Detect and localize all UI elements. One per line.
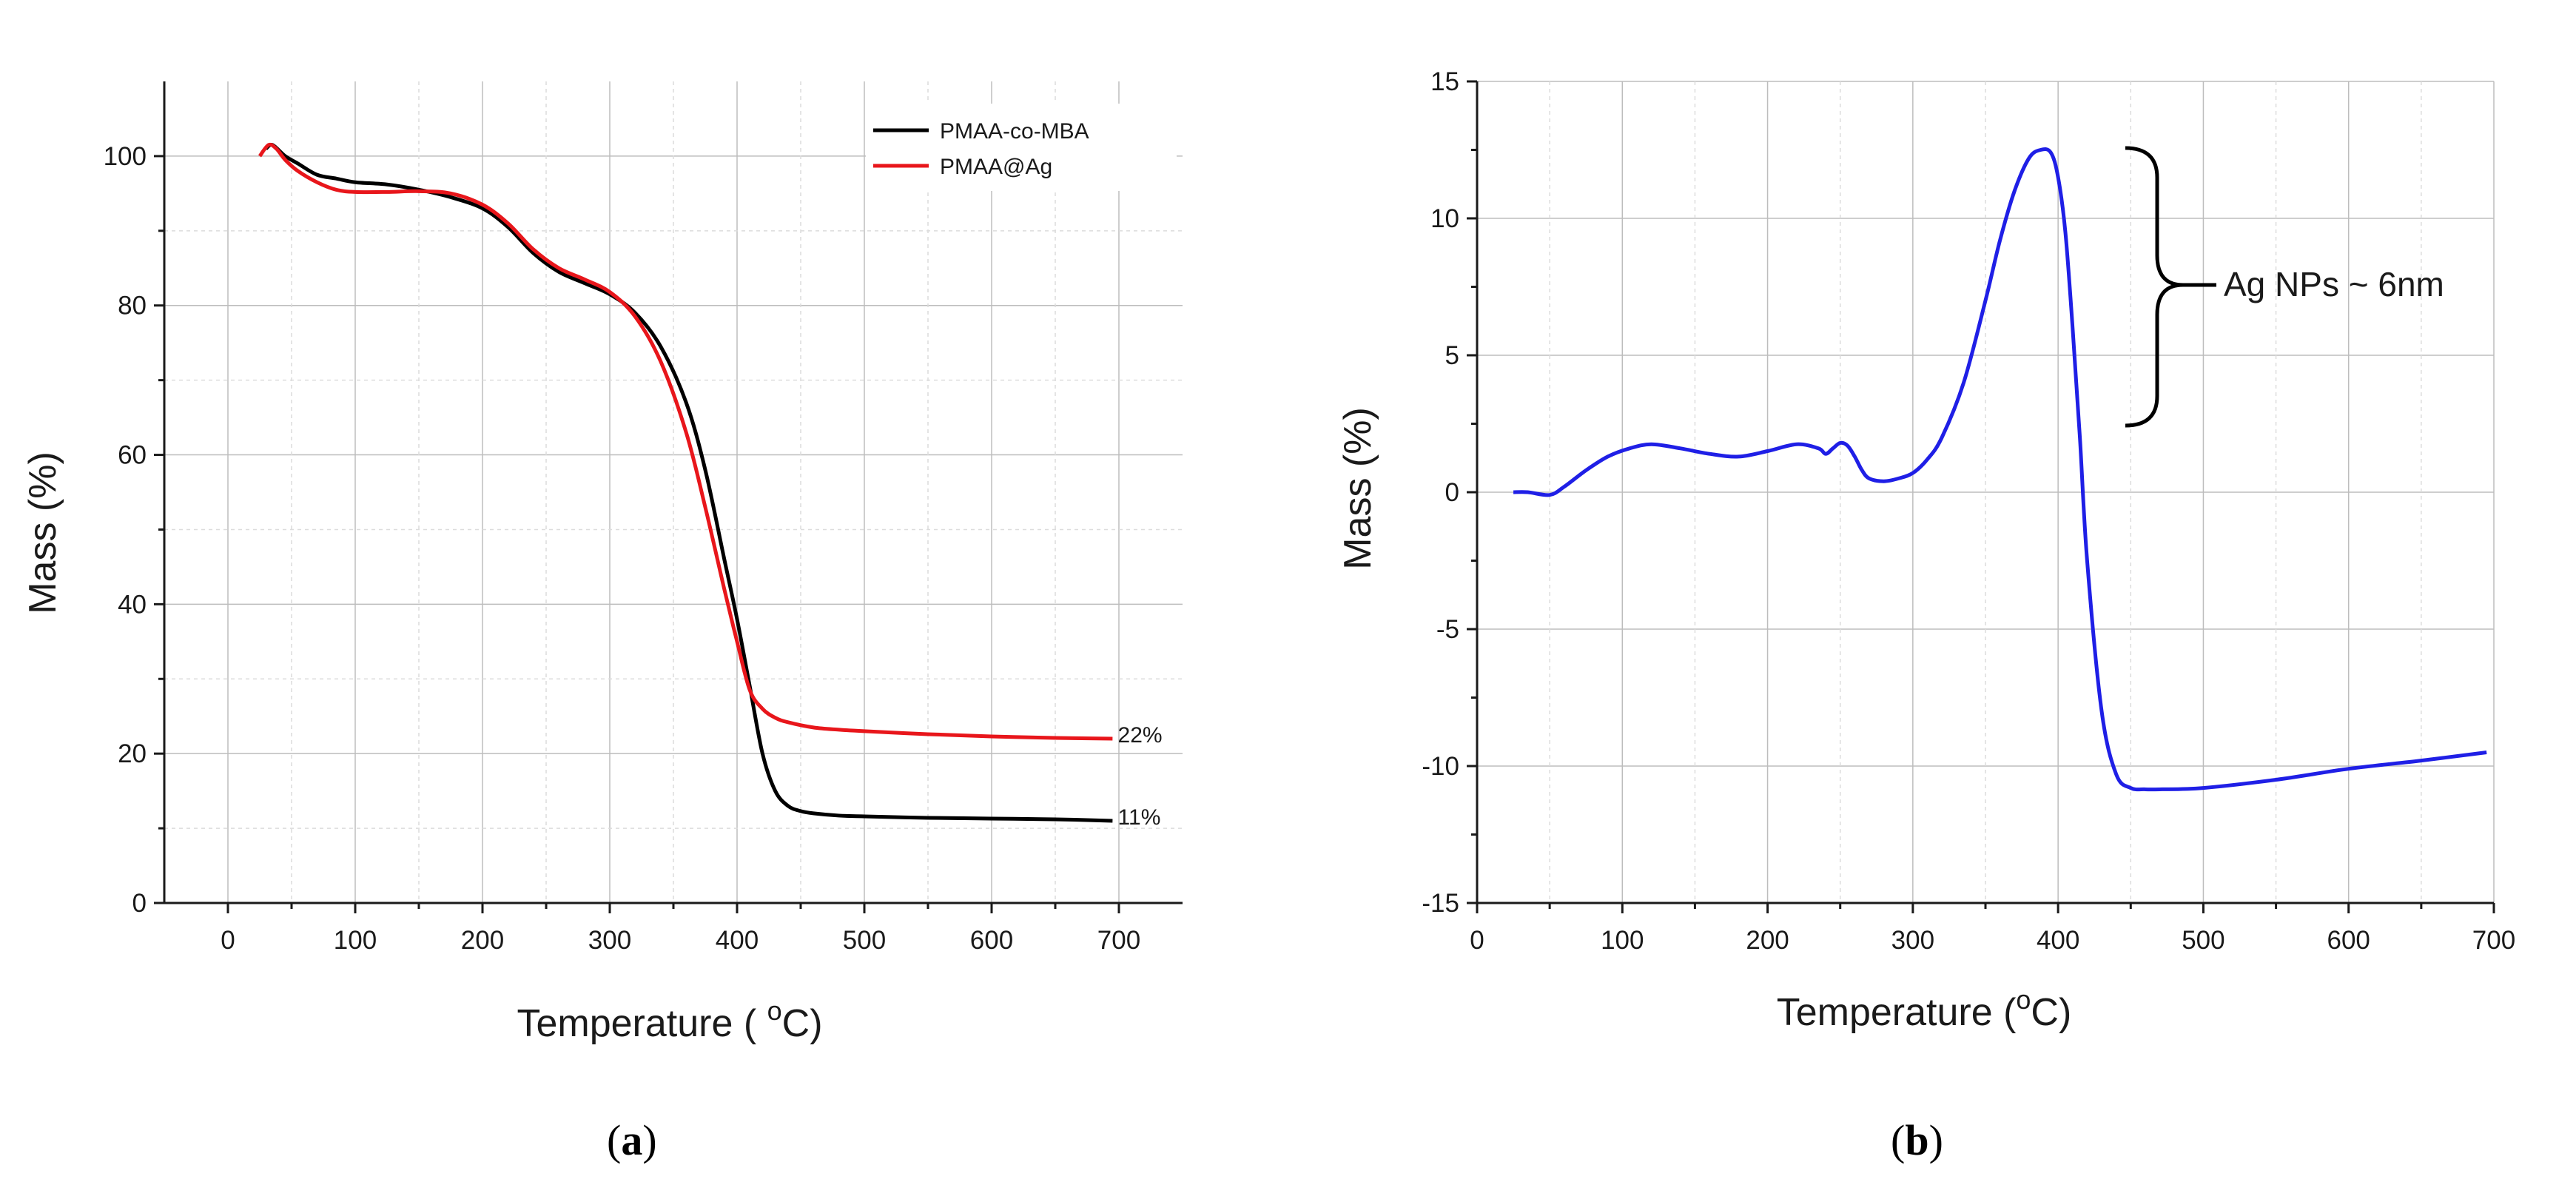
panel-a-grid (164, 81, 1183, 904)
panel-a-axes: 0 100 200 300 400 500 600 700 0 20 40 60 80 100 (104, 81, 1183, 955)
panel-a-x-tick-label: 300 (588, 926, 631, 955)
brace-icon (2125, 146, 2184, 428)
panel-a-y-tick-label: 20 (118, 739, 147, 768)
panel-b-y-axis-title: Mass (%) (1336, 407, 1379, 570)
panel-b-y-tick-label: 10 (1430, 204, 1459, 233)
panel-a-series (258, 142, 1113, 823)
panel-a-y-tick-label: 60 (118, 441, 147, 470)
panel-b-y-tick-label: -10 (1422, 752, 1459, 781)
panel-a-annotations: 22% 11% (1118, 723, 1163, 830)
panel-b-chart: 0 100 200 300 400 500 600 700 -15 -10 -5 0 5 10 15 Ag … (1336, 67, 2515, 1164)
panel-b-label: (b) (1891, 1116, 1943, 1164)
panel-a-x-tick-label: 700 (1097, 926, 1140, 955)
panel-a-x-tick-label: 0 (221, 926, 235, 955)
residue-annotation: 22% (1118, 723, 1163, 748)
panel-a-legend: PMAA-co-MBA PMAA@Ag (866, 104, 1177, 191)
panel-a-y-tick-label: 80 (118, 292, 147, 320)
panel-b-x-tick-label: 400 (2037, 926, 2079, 955)
panel-b-series-line-derivative (1513, 147, 2487, 792)
panel-a-x-tick-label: 200 (461, 926, 504, 955)
panel-a-y-tick-label: 0 (132, 889, 147, 918)
panel-a-series-line-pmaa-ag (258, 142, 1113, 741)
panel-b-x-tick-label: 100 (1601, 926, 1644, 955)
panel-b-peak-annotation: Ag NPs ~ 6nm (2224, 265, 2444, 303)
panel-a-chart: 0 100 200 300 400 500 600 700 0 20 40 60 80 100 PMAA-… (21, 81, 1183, 1164)
panel-b-y-tick-label: 15 (1430, 67, 1459, 96)
panel-b-x-tick-label: 200 (1746, 926, 1789, 955)
panel-b-x-axis-title: Temperature (oC) (1777, 984, 2072, 1034)
panel-a-x-tick-label: 600 (970, 926, 1013, 955)
panel-a-y-tick-label: 100 (104, 142, 147, 171)
panel-b-y-tick-label: 5 (1445, 341, 1459, 370)
panel-b-axes: 0 100 200 300 400 500 600 700 -15 -10 -5 0 5 10 15 (1422, 67, 2515, 955)
panel-a-series-line-pmaa-co-mba (264, 143, 1113, 823)
panel-b-x-tick-label: 300 (1891, 926, 1934, 955)
panel-a-x-tick-label: 100 (334, 926, 377, 955)
panel-b-x-tick-label: 0 (1470, 926, 1484, 955)
panel-b-x-tick-label: 600 (2327, 926, 2370, 955)
panel-b-y-tick-label: -15 (1422, 889, 1459, 918)
panel-a-y-axis-title: Mass (%) (21, 451, 64, 614)
panel-b-brace-annotation: Ag NPs ~ 6nm (2125, 146, 2444, 428)
legend-box (866, 104, 1177, 191)
panel-a-label: (a) (607, 1116, 657, 1164)
panel-b-series (1513, 147, 2487, 792)
panel-b-x-tick-label: 700 (2472, 926, 2515, 955)
legend-label-pmaa-co-mba: PMAA-co-MBA (940, 119, 1089, 144)
panel-a-x-tick-label: 500 (843, 926, 886, 955)
panel-a-y-tick-label: 40 (118, 590, 147, 619)
residue-annotation: 11% (1118, 805, 1161, 830)
panel-a-x-axis-title: Temperature ( oC) (517, 995, 822, 1045)
panel-a-x-tick-label: 400 (716, 926, 759, 955)
panel-b-y-tick-label: 0 (1445, 478, 1459, 507)
legend-label-pmaa-ag: PMAA@Ag (940, 155, 1052, 179)
panel-b-x-tick-label: 500 (2182, 926, 2224, 955)
panel-b-y-tick-label: -5 (1436, 615, 1459, 644)
panel-b-grid (1476, 81, 2495, 904)
